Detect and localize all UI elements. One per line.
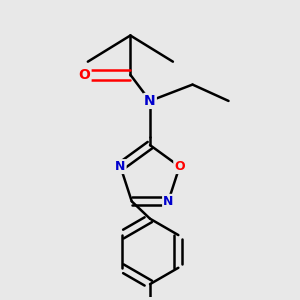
Text: N: N (115, 160, 126, 173)
Text: N: N (163, 195, 173, 208)
Text: O: O (79, 68, 91, 82)
Text: O: O (174, 160, 185, 173)
Text: N: N (144, 94, 156, 108)
